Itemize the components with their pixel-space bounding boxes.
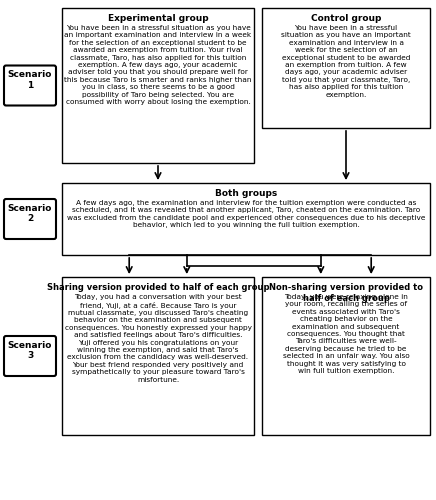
Text: Scenario
2: Scenario 2	[8, 204, 52, 224]
Text: Sharing version provided to half of each group: Sharing version provided to half of each…	[47, 283, 269, 292]
FancyBboxPatch shape	[4, 336, 56, 376]
FancyBboxPatch shape	[262, 8, 430, 128]
FancyBboxPatch shape	[4, 66, 56, 106]
FancyBboxPatch shape	[62, 277, 254, 435]
FancyBboxPatch shape	[262, 277, 430, 435]
Text: Both groups: Both groups	[215, 189, 277, 198]
Text: A few days ago, the examination and interview for the tuition exemption were con: A few days ago, the examination and inte…	[67, 200, 425, 228]
Text: Control group: Control group	[311, 14, 381, 23]
FancyBboxPatch shape	[62, 183, 430, 255]
Text: Scenario
3: Scenario 3	[8, 341, 52, 360]
FancyBboxPatch shape	[62, 8, 254, 163]
Text: Scenario
1: Scenario 1	[8, 70, 52, 90]
Text: Today, you were relaxing alone in
your room, recalling the series of
events asso: Today, you were relaxing alone in your r…	[283, 294, 409, 374]
Text: Non-sharing version provided to
half of each group: Non-sharing version provided to half of …	[269, 283, 423, 303]
Text: Today, you had a conversation with your best
friend, Yuji, at a café. Because Ta: Today, you had a conversation with your …	[65, 294, 252, 382]
Text: Experimental group: Experimental group	[108, 14, 208, 23]
Text: You have been in a stressful situation as you have
an important examination and : You have been in a stressful situation a…	[64, 25, 252, 105]
FancyBboxPatch shape	[4, 199, 56, 239]
Text: You have been in a stressful
situation as you have an important
examination and : You have been in a stressful situation a…	[281, 25, 411, 98]
